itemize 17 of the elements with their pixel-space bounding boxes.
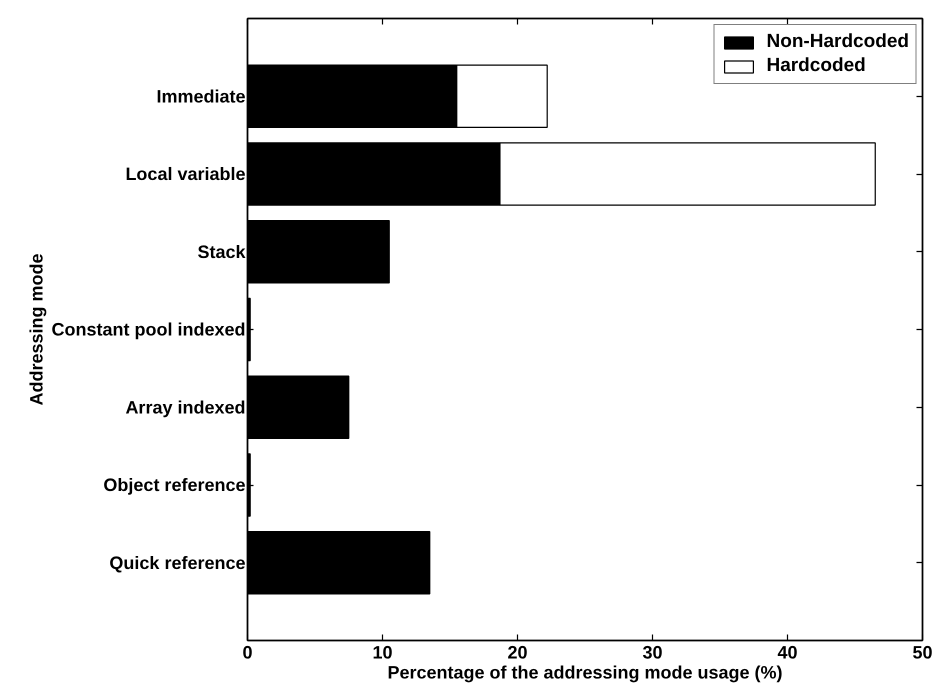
y-tick-label: Object reference bbox=[103, 475, 246, 495]
x-tick-label: 30 bbox=[642, 642, 663, 662]
y-tick-label: Immediate bbox=[156, 86, 246, 106]
legend-label: Non-Hardcoded bbox=[766, 31, 909, 53]
y-tick-label: Stack bbox=[197, 242, 246, 262]
x-tick-label: 10 bbox=[372, 642, 393, 662]
x-tick-label: 20 bbox=[507, 642, 528, 662]
x-tick-label: 40 bbox=[777, 642, 798, 662]
x-tick-label: 50 bbox=[912, 642, 933, 662]
y-tick-label: Constant pool indexed bbox=[52, 320, 246, 340]
y-tick-label: Quick reference bbox=[109, 552, 246, 573]
y-tick-label: Array indexed bbox=[125, 397, 246, 418]
x-axis-title: Percentage of the addressing mode usage (%) bbox=[387, 662, 783, 682]
legend-label: Hardcoded bbox=[766, 55, 866, 77]
y-tick-label: Local variable bbox=[125, 164, 246, 184]
y-axis-title: Addressing mode bbox=[26, 253, 46, 406]
x-tick-label: 0 bbox=[242, 642, 253, 662]
